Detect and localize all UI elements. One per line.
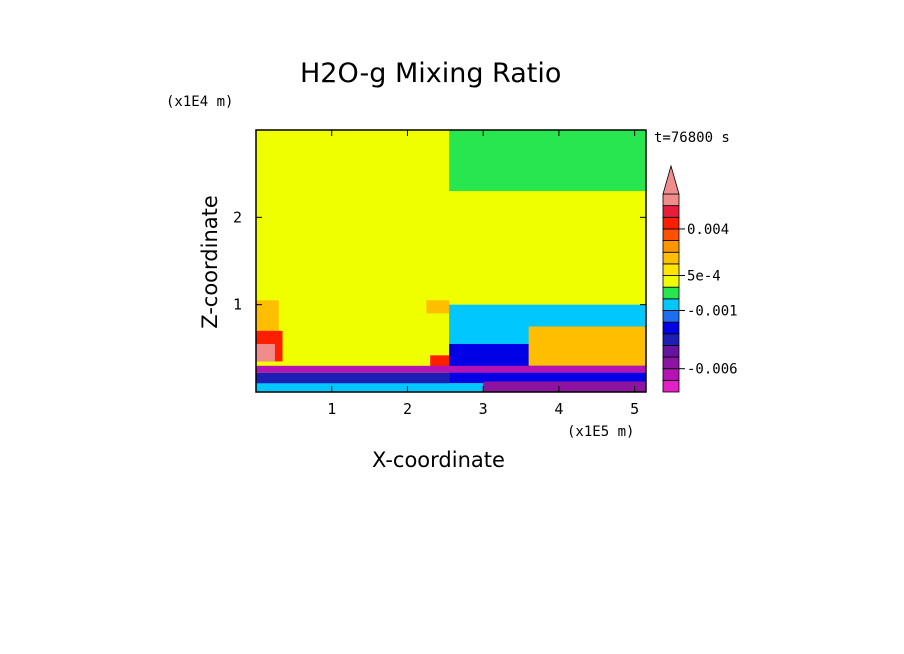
colorbar-segment [662,298,680,311]
x-tick-label: 2 [403,400,412,418]
y-axis: 12 [233,208,646,314]
colorbar-segment [662,368,680,381]
field-region [430,355,450,368]
field-region [449,191,646,266]
x-tick-label: 5 [630,400,639,418]
y-tick-label: 1 [233,296,242,314]
chart-title: H2O-g Mixing Ratio [300,58,562,89]
field-region [256,365,646,373]
colorbar-segment [662,286,680,300]
x-tick-label: 4 [554,400,563,418]
colorbar-segment [662,310,680,323]
field-region [449,265,646,305]
field-region [256,300,279,340]
y-tick-label: 2 [233,208,242,226]
x-axis-label: X-coordinate [372,448,505,472]
colorbar-segment [662,275,680,288]
colorbar-label: 5e-4 [687,269,721,285]
field-region [256,383,646,392]
colorbar-label: -0.001 [687,303,738,319]
colorbar-segment [662,216,680,230]
x-axis: 1 2 3 4 5 [327,130,639,418]
x-tick-label: 1 [327,400,336,418]
x-tick-label: 3 [479,400,488,418]
colorbar: 0.004 5e-4 -0.001 -0.006 [662,164,738,393]
field-region [449,130,646,192]
colorbar-segment [662,379,680,393]
colorbar-segment [662,205,680,218]
colorbar-segment [662,263,680,276]
colorbar-segment [662,321,680,335]
colorbar-extend [662,164,680,195]
colorbar-segment [662,333,680,346]
colorbar-segment [662,251,680,265]
colorbar-segment [662,193,680,207]
colorbar-segment [662,240,680,253]
colorbar-label: 0.004 [687,222,729,238]
field-region [483,381,646,392]
field-region [426,300,450,314]
plot-frame [255,129,647,393]
time-label: t=76800 s [654,130,730,146]
colorbar-segment [662,345,680,358]
y-axis-label: Z-coordinate [198,195,222,329]
field-region [256,130,450,366]
plot-area [255,129,647,393]
field-region [528,326,646,366]
colorbar-segment [662,356,680,370]
colorbar-segment [662,228,680,241]
x-axis-unit: (x1E5 m) [567,424,635,440]
field-region [256,343,275,362]
colorbar-label: -0.006 [687,362,738,378]
y-axis-unit: (x1E4 m) [166,94,234,110]
